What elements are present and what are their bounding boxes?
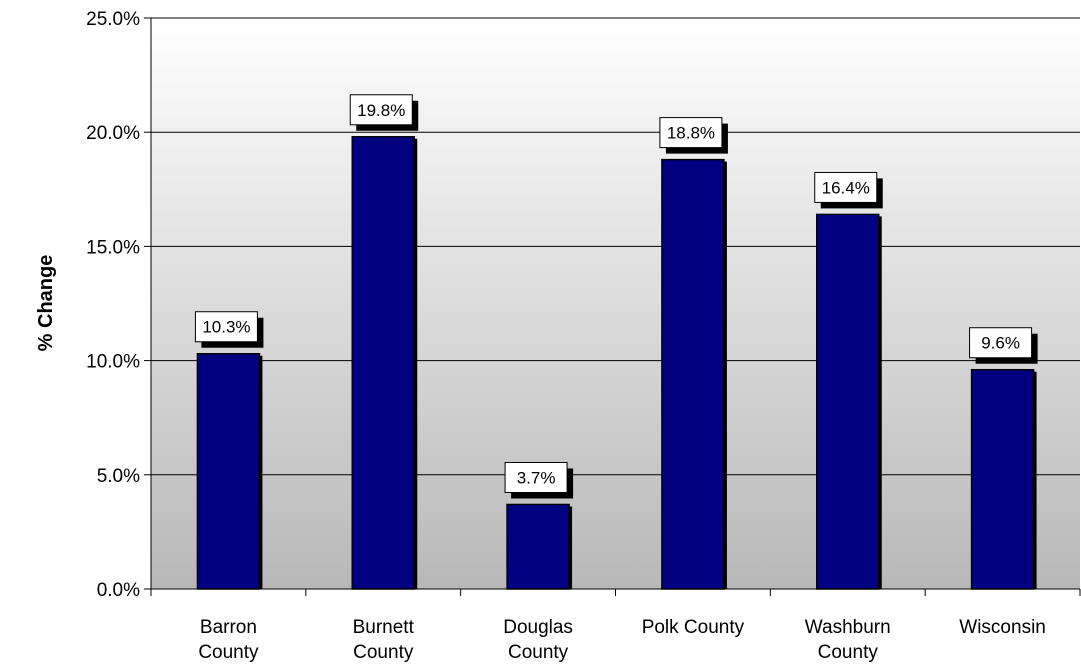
data-label-box [194,311,258,343]
data-label-box [659,117,723,149]
bar [351,136,415,590]
bar [661,158,725,590]
bar [970,368,1035,590]
bar [196,352,261,590]
data-label: 9.6% [981,334,1020,353]
axes: 0.0% 5.0% 10.0% 15.0% 20.0% 25.0% Barron County… [86,9,1081,663]
y-tick-label: 20.0% [86,123,140,144]
y-tick-label: 10.0% [86,352,140,373]
data-label: 3.7% [517,468,556,487]
x-category-label: Wisconsin [959,617,1046,638]
y-tick-label: 5.0% [97,466,140,487]
y-tick-label: 25.0% [86,9,140,30]
data-label-box [504,461,568,493]
x-category-label: Polk County [642,617,745,638]
x-category-label: Douglas County [503,617,573,663]
data-label-box [349,94,413,126]
data-label-box [814,171,878,203]
y-tick-label: 15.0% [86,237,140,258]
data-label: 10.3% [202,318,250,337]
data-label: 18.8% [667,124,715,143]
gridlines [151,17,1080,476]
bar [506,503,570,590]
data-labels: 10.3% 19.8% 3.7% 18.8% 16.4% 9.6% [194,94,1038,499]
plot-area [151,18,1080,589]
x-category-label: Burnett County [353,617,415,663]
y-tick-label: 0.0% [97,580,140,601]
data-label-box [969,327,1033,359]
bars [196,136,1037,590]
y-axis-title: % Change [35,255,57,352]
data-label: 19.8% [357,101,405,120]
x-category-label: Barron County [198,617,259,663]
x-category-label: Washburn County [805,617,891,663]
data-label: 16.4% [822,178,870,197]
bar [816,213,880,590]
